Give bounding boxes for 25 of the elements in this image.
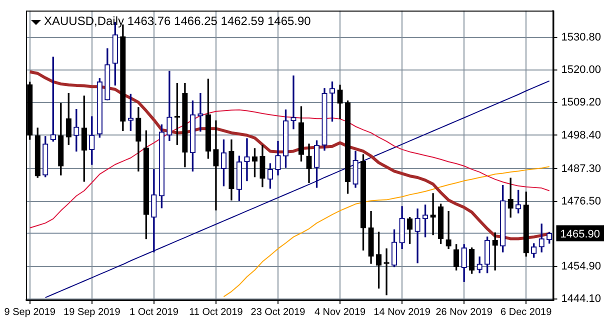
y-tick-label: 1476.50: [561, 195, 602, 208]
x-tick-label: 26 Nov 2019: [436, 306, 493, 318]
y-tick-label: 1487.30: [561, 162, 602, 175]
x-tick-label: 4 Nov 2019: [314, 306, 366, 318]
x-tick-label: 6 Dec 2019: [500, 306, 552, 318]
candlestick: [213, 120, 219, 210]
x-tick-label: 14 Nov 2019: [374, 306, 431, 318]
x-tick-label: 19 Sep 2019: [64, 306, 121, 318]
candlestick: [290, 75, 296, 130]
chart-title: XAUUSD,Daily 1463.76 1466.25 1462.59 1465.90: [44, 14, 312, 28]
candlestick: [430, 193, 436, 236]
y-tick-label: 1520.00: [561, 64, 602, 76]
ref-line-label: 1465.90: [560, 228, 600, 240]
y-tick-label: 1444.10: [561, 293, 602, 306]
y-tick-label: 1498.40: [561, 129, 602, 142]
candlestick: [384, 248, 390, 296]
x-tick-label: 11 Oct 2019: [189, 306, 244, 318]
x-tick-label: 23 Oct 2019: [250, 306, 306, 318]
y-tick-label: 1509.20: [561, 96, 602, 109]
y-tick-label: 1530.80: [561, 31, 602, 44]
candlestick: [446, 210, 452, 250]
candlestick: [244, 138, 250, 182]
y-tick-label: 1454.90: [561, 260, 602, 273]
x-tick-label: 1 Oct 2019: [129, 306, 179, 318]
x-tick-label: 9 Sep 2019: [4, 306, 56, 318]
